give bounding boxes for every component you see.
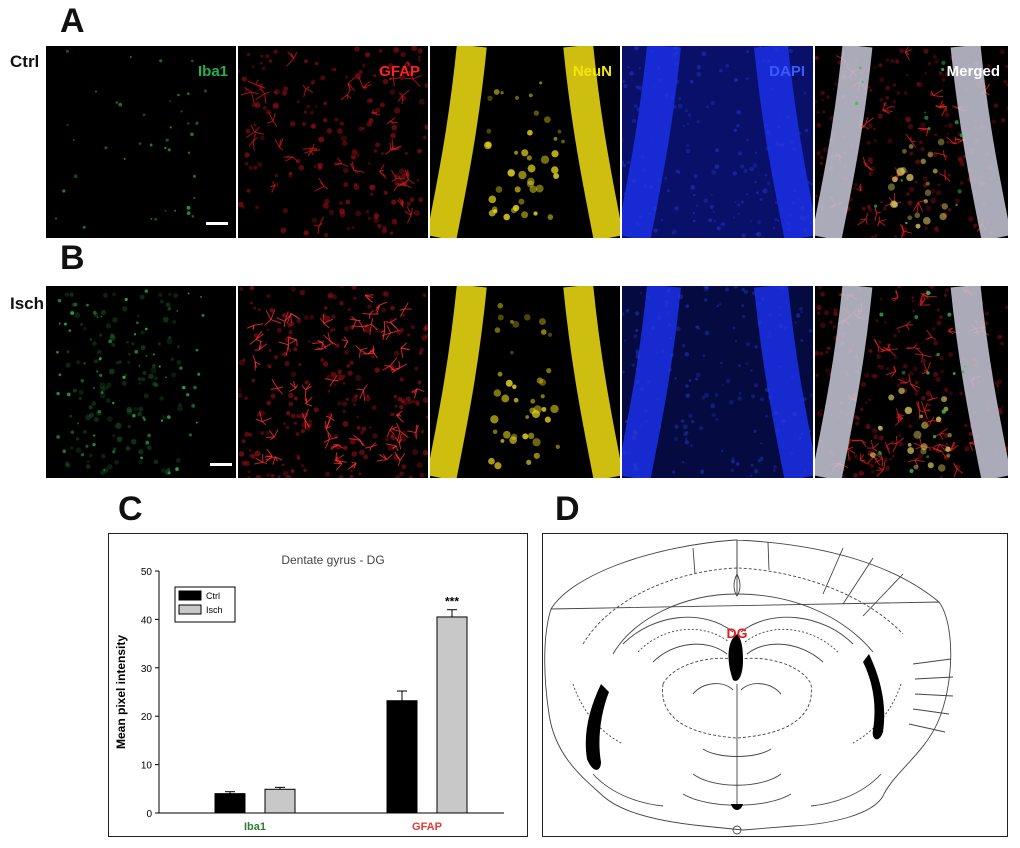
bar-chart-frame: 0 10 20 30 40 50 Mean pixel intensity Dentate g… — [108, 533, 528, 837]
micrograph-isch-iba1 — [46, 286, 236, 478]
bar-ctrl-gfap — [386, 700, 418, 814]
y-tick-label: 40 — [141, 615, 153, 626]
micrograph-ctrl-dapi: DAPI — [622, 46, 813, 238]
panel-letter-c: C — [118, 490, 143, 528]
bar-chart: 0 10 20 30 40 50 Mean pixel intensity Dentate g… — [114, 553, 504, 833]
channel-label-neun: NeuN — [572, 63, 612, 80]
bar-isch-iba1 — [264, 788, 296, 814]
brain-diagram-frame: DG — [542, 533, 1008, 837]
micrograph-ctrl-merged: Merged — [815, 46, 1008, 238]
micrograph-texture — [430, 46, 620, 238]
brain-section-diagram: DG — [544, 539, 954, 835]
micrograph-ctrl-neun: NeuN — [430, 46, 620, 238]
micrograph-texture — [238, 46, 428, 238]
micrograph-ctrl-gfap: GFAP — [238, 46, 428, 238]
micrograph-isch-merged — [815, 286, 1008, 478]
x-category-label: Iba1 — [244, 821, 266, 833]
channel-label-merged: Merged — [946, 63, 1000, 80]
scale-bar — [210, 463, 232, 466]
y-tick-label: 20 — [141, 712, 153, 723]
micrograph-texture — [815, 46, 1008, 238]
micrograph-texture — [54, 49, 207, 229]
micrograph-texture — [238, 286, 428, 478]
row-label-isch: Isch — [10, 294, 45, 313]
micrograph-texture — [430, 286, 620, 478]
y-axis-title: Mean pixel intensity — [114, 635, 128, 749]
scale-bar — [206, 222, 228, 225]
micrograph-texture — [622, 286, 813, 478]
panel-letter-a: A — [60, 2, 85, 40]
x-category-label: GFAP — [412, 821, 442, 833]
channel-label-iba1: Iba1 — [197, 63, 228, 80]
bar-ctrl-iba1 — [214, 793, 246, 814]
panel-letter-b: B — [60, 239, 85, 277]
y-tick-label: 50 — [141, 567, 153, 578]
legend-label-isch: Isch — [206, 605, 223, 615]
micrograph-isch-neun — [430, 286, 620, 478]
channel-label-gfap: GFAP — [379, 63, 420, 80]
y-tick-label: 0 — [146, 809, 152, 820]
micrograph-ctrl-iba1: Iba1 — [46, 46, 236, 238]
micrograph-isch-gfap — [238, 286, 428, 478]
dg-region-label: DG — [727, 625, 748, 641]
legend-swatch-isch — [178, 604, 202, 615]
micrograph-texture — [56, 289, 205, 476]
bar-isch-gfap — [436, 616, 468, 814]
significance-annotation: *** — [445, 595, 459, 609]
legend-swatch-ctrl — [178, 590, 202, 601]
y-tick-label: 10 — [141, 761, 153, 772]
micrograph-texture — [815, 286, 1008, 478]
chart-title: Dentate gyrus - DG — [281, 553, 384, 567]
micrograph-texture — [622, 46, 813, 238]
channel-label-dapi: DAPI — [769, 63, 805, 80]
micrograph-isch-dapi — [622, 286, 813, 478]
legend-label-ctrl: Ctrl — [206, 591, 220, 601]
y-tick-label: 30 — [141, 664, 153, 675]
panel-letter-d: D — [555, 490, 580, 528]
row-label-ctrl: Ctrl — [10, 52, 40, 71]
